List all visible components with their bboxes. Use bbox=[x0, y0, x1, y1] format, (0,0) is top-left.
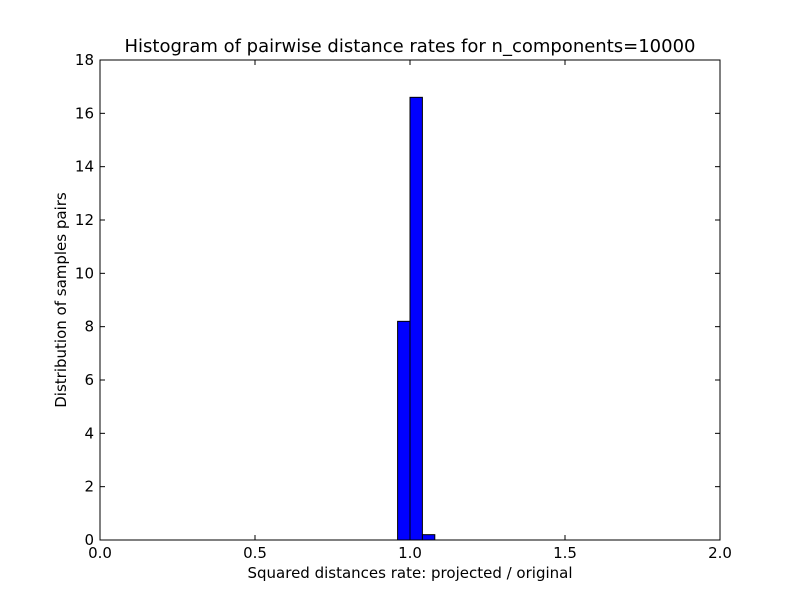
y-tick-label-9: 18 bbox=[75, 51, 94, 69]
y-tick-label-3: 6 bbox=[84, 371, 94, 389]
x-tick-label-0: 0.0 bbox=[88, 544, 112, 562]
bars-group bbox=[397, 96, 436, 541]
y-tick-label-5: 10 bbox=[75, 264, 94, 282]
x-tick-label-4: 2.0 bbox=[708, 544, 732, 562]
x-tick-label-1: 0.5 bbox=[243, 544, 267, 562]
plot-frame bbox=[99, 59, 721, 541]
y-tick-label-2: 4 bbox=[84, 424, 94, 442]
chart-title: Histogram of pairwise distance rates for… bbox=[124, 36, 695, 57]
x-axis-label: Squared distances rate: projected / orig… bbox=[248, 564, 573, 582]
histogram-bar-1 bbox=[409, 96, 423, 541]
y-axis-label: Distribution of samples pairs bbox=[52, 192, 70, 408]
y-tick-label-1: 2 bbox=[84, 478, 94, 496]
x-tick-label-2: 1.0 bbox=[398, 544, 422, 562]
histogram-bar-2 bbox=[421, 534, 436, 541]
ticks-group: 0.0 0.5 1.0 1.5 2.0 0 2 4 6 8 10 12 14 16 18 bbox=[75, 51, 732, 562]
histogram-bar-0 bbox=[397, 320, 411, 541]
y-tick-label-0: 0 bbox=[84, 531, 94, 549]
y-tick-label-7: 14 bbox=[75, 158, 94, 176]
y-tick-label-6: 12 bbox=[75, 211, 94, 229]
y-tick-label-8: 16 bbox=[75, 104, 94, 122]
x-tick-label-3: 1.5 bbox=[553, 544, 577, 562]
y-tick-label-4: 8 bbox=[84, 318, 94, 336]
